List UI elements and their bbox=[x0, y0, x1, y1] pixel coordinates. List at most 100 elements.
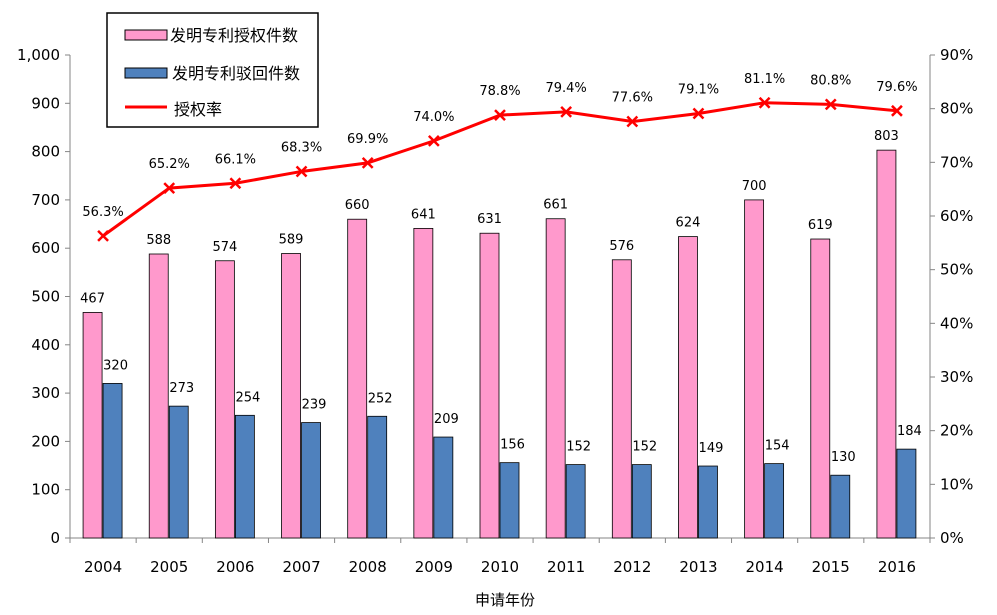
x-tick-label: 2006 bbox=[216, 558, 254, 576]
data-label-rejected: 156 bbox=[500, 438, 525, 453]
data-label-granted: 576 bbox=[609, 239, 634, 254]
data-label-rate: 74.0% bbox=[413, 110, 454, 125]
rate-marker-2005 bbox=[163, 182, 176, 194]
data-label-rate: 69.9% bbox=[347, 132, 388, 147]
data-label-rate: 79.1% bbox=[678, 82, 719, 97]
data-label-granted: 803 bbox=[874, 129, 899, 144]
y2-tick-label: 20% bbox=[940, 422, 973, 440]
y2-tick-label: 60% bbox=[940, 207, 973, 225]
data-label-rate: 77.6% bbox=[612, 91, 653, 106]
x-tick-label: 2012 bbox=[613, 558, 651, 576]
data-label-rate: 78.8% bbox=[479, 84, 520, 99]
y-tick-label: 1,000 bbox=[17, 46, 60, 64]
bar-rejected-2008 bbox=[367, 415, 388, 539]
data-label-rejected: 154 bbox=[765, 439, 790, 454]
x-tick-label: 2008 bbox=[349, 558, 387, 576]
data-label-granted: 641 bbox=[411, 207, 436, 222]
bar-granted-2005 bbox=[148, 253, 169, 539]
x-tick-label: 2004 bbox=[84, 558, 122, 576]
bar-rejected-2007 bbox=[301, 422, 321, 539]
legend: 发明专利授权件数 发明专利驳回件数 授权率 bbox=[106, 12, 319, 128]
data-label-granted: 619 bbox=[808, 218, 833, 233]
bar-granted-2009 bbox=[413, 227, 434, 539]
bar-granted-2004 bbox=[82, 312, 103, 539]
data-label-rejected: 184 bbox=[897, 424, 922, 439]
bar-granted-2007 bbox=[281, 253, 301, 539]
x-tick-label: 2011 bbox=[547, 558, 585, 576]
y-tick-label: 800 bbox=[31, 143, 60, 161]
y2-tick-label: 50% bbox=[940, 261, 973, 279]
data-label-rejected: 239 bbox=[302, 398, 327, 413]
x-tick-label: 2005 bbox=[150, 558, 188, 576]
bar-rejected-2012 bbox=[631, 464, 652, 539]
data-label-rate: 79.4% bbox=[545, 81, 586, 96]
bar-rejected-2011 bbox=[565, 464, 586, 539]
rate-marker-2010 bbox=[494, 109, 506, 121]
x-tick-label: 2010 bbox=[481, 558, 519, 576]
x-tick-label: 2013 bbox=[679, 558, 717, 576]
rate-marker-2009 bbox=[427, 134, 440, 147]
data-label-granted: 700 bbox=[742, 179, 767, 194]
bar-granted-2011 bbox=[545, 218, 566, 539]
y2-tick-label: 30% bbox=[940, 368, 973, 386]
y-tick-label: 100 bbox=[31, 481, 60, 499]
bar-rejected-2013 bbox=[698, 465, 718, 539]
x-tick-label: 2009 bbox=[415, 558, 453, 576]
bar-rejected-2015 bbox=[830, 474, 851, 539]
data-label-rate: 68.3% bbox=[281, 140, 322, 155]
bar-rejected-2010 bbox=[499, 462, 520, 539]
data-label-granted: 660 bbox=[345, 198, 370, 213]
bar-rejected-2014 bbox=[764, 463, 785, 539]
data-label-rate: 80.8% bbox=[810, 73, 851, 88]
data-label-rejected: 252 bbox=[368, 391, 393, 406]
data-label-granted: 588 bbox=[146, 233, 171, 248]
x-tick-label: 2015 bbox=[812, 558, 850, 576]
bar-granted-2013 bbox=[678, 236, 698, 539]
rate-marker-2011 bbox=[560, 106, 573, 118]
y2-tick-label: 80% bbox=[940, 100, 973, 118]
bar-rejected-2016 bbox=[896, 448, 917, 539]
y-tick-label: 400 bbox=[31, 336, 60, 354]
data-label-rejected: 209 bbox=[434, 412, 459, 427]
y2-tick-label: 70% bbox=[940, 153, 973, 171]
bar-granted-2016 bbox=[876, 149, 897, 539]
data-label-granted: 661 bbox=[543, 198, 568, 213]
y-tick-label: 500 bbox=[31, 288, 60, 306]
data-label-rate: 81.1% bbox=[744, 72, 785, 87]
data-label-rate: 56.3% bbox=[82, 205, 123, 220]
y-tick-label: 0 bbox=[50, 529, 60, 547]
legend-label-granted: 发明专利授权件数 bbox=[170, 26, 298, 45]
rate-marker-2015 bbox=[824, 98, 837, 111]
legend-label-rejected: 发明专利驳回件数 bbox=[172, 64, 300, 83]
bar-rejected-2006 bbox=[234, 414, 255, 539]
data-label-rejected: 152 bbox=[632, 440, 657, 455]
rate-marker-2006 bbox=[229, 177, 242, 190]
rate-marker-2016 bbox=[891, 104, 903, 117]
y-tick-label: 600 bbox=[31, 239, 60, 257]
y2-tick-label: 90% bbox=[940, 46, 973, 64]
y-tick-label: 200 bbox=[31, 432, 60, 450]
bar-rejected-2009 bbox=[433, 436, 454, 539]
rate-marker-2007 bbox=[295, 165, 308, 178]
bar-granted-2008 bbox=[347, 218, 368, 539]
bar-granted-2014 bbox=[744, 199, 765, 539]
data-label-rejected: 254 bbox=[235, 390, 260, 405]
data-label-granted: 467 bbox=[80, 291, 105, 306]
y2-tick-label: 0% bbox=[940, 529, 964, 547]
data-label-rejected: 149 bbox=[699, 441, 724, 456]
data-label-rejected: 273 bbox=[169, 381, 194, 396]
legend-label-rate: 授权率 bbox=[174, 100, 222, 119]
rate-marker-2004 bbox=[97, 229, 109, 242]
legend-swatch-rejected bbox=[124, 67, 168, 79]
y-tick-label: 300 bbox=[31, 384, 60, 402]
y-tick-label: 700 bbox=[31, 191, 60, 209]
data-label-rejected: 152 bbox=[566, 440, 591, 455]
bar-granted-2010 bbox=[479, 232, 500, 539]
y2-tick-label: 40% bbox=[940, 314, 973, 332]
x-tick-label: 2014 bbox=[746, 558, 784, 576]
bar-granted-2015 bbox=[810, 238, 831, 539]
rate-marker-2013 bbox=[692, 107, 705, 120]
data-label-rejected: 130 bbox=[831, 450, 856, 465]
data-label-rate: 65.2% bbox=[149, 157, 190, 172]
y-tick-label: 900 bbox=[31, 94, 60, 112]
